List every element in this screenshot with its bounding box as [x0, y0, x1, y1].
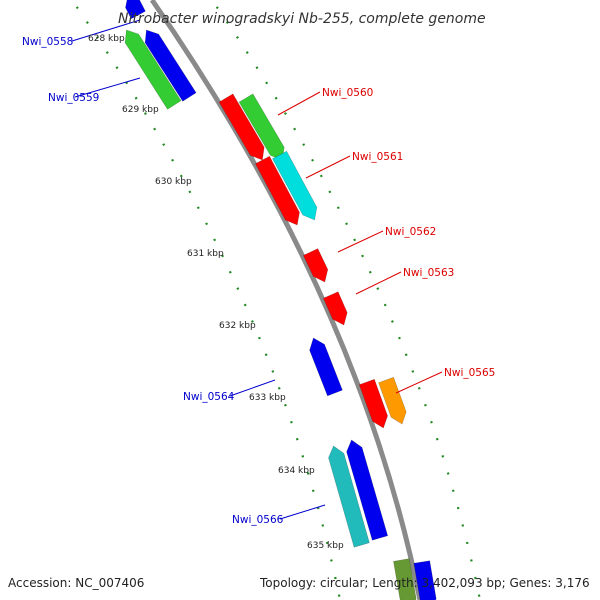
gene-arrow[interactable] — [309, 337, 343, 397]
label-leader-line — [71, 19, 141, 42]
genome-summary-text: Topology: circular; Length: 3,402,093 bp… — [259, 576, 590, 590]
gene-label[interactable]: Nwi_0562 — [385, 226, 436, 238]
label-leader-line — [277, 91, 321, 116]
tick-label: 633 kbp — [249, 393, 286, 403]
gene-label[interactable]: Nwi_0558 — [22, 36, 73, 48]
gene-arrow[interactable] — [413, 560, 437, 600]
gene-label[interactable]: Nwi_0565 — [444, 367, 495, 379]
label-leader-line — [355, 271, 402, 295]
gene-label[interactable]: Nwi_0561 — [352, 151, 403, 163]
gene-labels: Nwi_0558 Nwi_0559 Nwi_0560 Nwi_0561 Nwi_… — [22, 36, 495, 526]
gene-arrow[interactable] — [144, 29, 197, 102]
tick-label: 635 kbp — [307, 541, 344, 551]
gene-arrow[interactable] — [358, 378, 388, 429]
gene-arrow[interactable] — [125, 0, 146, 20]
gene-arrow[interactable] — [378, 376, 407, 425]
tick-label: 630 kbp — [155, 177, 192, 187]
kbp-ticks: 628 kbp 629 kbp 630 kbp 631 kbp 632 kbp … — [88, 34, 344, 551]
map-title: Nitrobacter winogradskyi Nb-255, complet… — [118, 11, 486, 27]
gene-arrow[interactable] — [218, 93, 265, 161]
gene-arrow[interactable] — [393, 558, 417, 600]
gene-arrow[interactable] — [254, 155, 300, 226]
label-leader-line — [395, 371, 443, 394]
label-leader-line — [337, 230, 384, 253]
gene-label[interactable]: Nwi_0564 — [183, 391, 235, 403]
gene-label[interactable]: Nwi_0559 — [48, 92, 99, 104]
label-leader-line — [74, 77, 141, 98]
label-leader-line — [279, 504, 326, 520]
gene-arrow[interactable] — [346, 439, 389, 541]
tick-label: 628 kbp — [88, 34, 125, 44]
gene-label[interactable]: Nwi_0563 — [403, 267, 454, 279]
gene-arrow[interactable] — [124, 29, 182, 110]
tick-label: 629 kbp — [122, 105, 159, 115]
gene-label[interactable]: Nwi_0560 — [322, 87, 373, 99]
gene-arrow[interactable] — [328, 445, 370, 548]
label-leader-line — [305, 155, 351, 179]
label-leaders — [71, 19, 443, 520]
tick-label: 634 kbp — [278, 466, 315, 476]
label-leader-line — [229, 379, 276, 397]
gene-features — [124, 0, 437, 600]
accession-text: Accession: NC_007406 — [8, 576, 144, 590]
tick-label: 631 kbp — [187, 249, 224, 259]
genome-backbone — [149, 0, 423, 600]
gene-arrow[interactable] — [272, 150, 318, 221]
gene-label[interactable]: Nwi_0566 — [232, 514, 284, 526]
gene-arrow[interactable] — [303, 248, 329, 283]
tick-label: 632 kbp — [219, 321, 256, 331]
gene-arrow[interactable] — [323, 291, 348, 326]
